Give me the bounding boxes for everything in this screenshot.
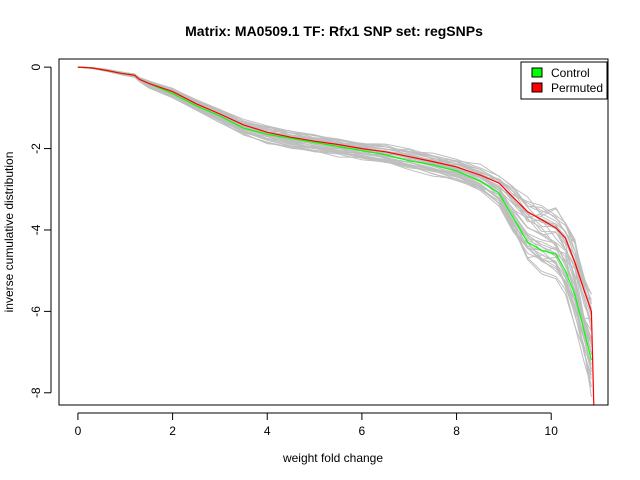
permutation-curve — [77, 66, 592, 348]
permutation-curve — [77, 66, 592, 379]
y-tick-label: -4 — [29, 224, 43, 235]
permutation-curve — [77, 66, 592, 370]
x-tick-label: 6 — [359, 424, 366, 438]
permutation-curve — [77, 66, 592, 295]
x-axis: 0 2 4 6 8 10 — [75, 412, 559, 438]
permutation-curve — [77, 66, 592, 294]
permutation-curves — [77, 66, 592, 397]
x-tick-label: 0 — [75, 424, 82, 438]
y-tick-label: -2 — [29, 143, 43, 154]
legend: Control Permuted — [520, 61, 608, 100]
plot-border — [58, 58, 609, 406]
permutation-curve — [77, 66, 592, 322]
x-tick-label: 10 — [545, 424, 559, 438]
y-tick-label: 0 — [29, 63, 43, 70]
legend-label-control: Control — [551, 66, 590, 80]
y-tick-label: -6 — [29, 306, 43, 317]
y-tick-label: -8 — [29, 387, 43, 398]
x-tick-label: 8 — [453, 424, 460, 438]
permutation-curve — [77, 66, 592, 301]
y-axis-label: inverse cumulative distribution — [2, 152, 16, 313]
axes: 0 2 4 6 8 10 0 -2 -4 -6 -8 — [29, 63, 558, 438]
series-lines — [77, 66, 595, 406]
legend-swatch-permuted — [531, 82, 543, 93]
legend-swatch-control — [531, 67, 543, 78]
permutation-curve — [77, 66, 592, 303]
permutation-curve — [77, 66, 592, 397]
x-axis-label: weight fold change — [282, 451, 383, 465]
chart-title: Matrix: MA0509.1 TF: Rfx1 SNP set: regSN… — [185, 23, 483, 39]
x-tick-label: 2 — [169, 424, 176, 438]
y-axis: 0 -2 -4 -6 -8 — [29, 63, 52, 398]
x-tick-label: 4 — [264, 424, 271, 438]
permutation-curve — [77, 66, 592, 305]
permutation-curve — [77, 66, 592, 316]
legend-label-permuted: Permuted — [551, 81, 603, 95]
permutation-curve — [77, 66, 592, 305]
series-line-permuted — [77, 66, 595, 406]
